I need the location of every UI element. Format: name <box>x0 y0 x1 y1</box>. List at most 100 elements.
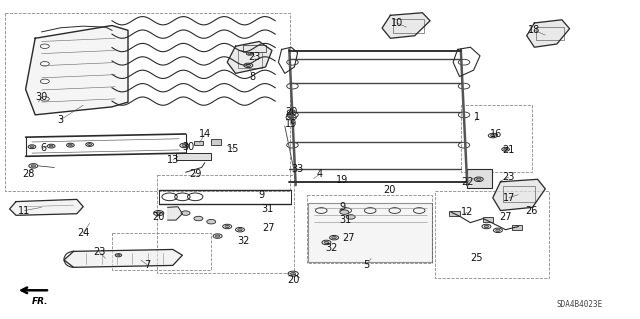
Circle shape <box>490 135 495 137</box>
Text: 20: 20 <box>383 185 396 195</box>
Bar <box>449 211 460 216</box>
Text: 23: 23 <box>93 247 106 257</box>
Text: 9: 9 <box>258 190 264 200</box>
Text: 3: 3 <box>58 115 64 125</box>
Text: 18: 18 <box>528 25 541 35</box>
Circle shape <box>504 148 508 150</box>
Text: 24: 24 <box>77 228 90 238</box>
Circle shape <box>496 229 500 232</box>
Circle shape <box>324 241 329 244</box>
Text: 13: 13 <box>166 155 179 165</box>
Text: 25: 25 <box>470 253 483 263</box>
Circle shape <box>238 228 243 231</box>
Text: 22: 22 <box>461 177 474 187</box>
Bar <box>307 195 432 263</box>
Text: 21: 21 <box>502 145 515 155</box>
Text: 12: 12 <box>461 207 474 217</box>
Circle shape <box>30 146 34 148</box>
Bar <box>194 141 203 145</box>
Bar <box>503 186 535 202</box>
Text: 16: 16 <box>490 129 502 139</box>
Bar <box>536 27 564 40</box>
Bar <box>308 203 432 262</box>
Text: 5: 5 <box>364 260 370 270</box>
Polygon shape <box>168 207 182 220</box>
Circle shape <box>181 211 190 215</box>
Circle shape <box>476 178 481 181</box>
Circle shape <box>289 116 294 119</box>
Bar <box>467 169 492 188</box>
Bar <box>176 153 211 160</box>
Text: 14: 14 <box>198 129 211 139</box>
Circle shape <box>156 212 161 214</box>
Text: 32: 32 <box>237 236 250 246</box>
Text: 20: 20 <box>287 275 300 285</box>
Circle shape <box>225 225 230 228</box>
Text: 27: 27 <box>499 212 512 222</box>
Polygon shape <box>64 249 182 267</box>
Text: 28: 28 <box>22 169 35 179</box>
Bar <box>211 139 221 145</box>
Bar <box>238 50 262 68</box>
Text: 15: 15 <box>227 144 240 154</box>
Bar <box>112 233 211 270</box>
Text: 32: 32 <box>325 243 338 253</box>
Text: 20: 20 <box>285 107 298 117</box>
Circle shape <box>248 53 252 54</box>
Circle shape <box>194 216 203 221</box>
Circle shape <box>31 165 36 167</box>
Text: 8: 8 <box>250 71 256 82</box>
Circle shape <box>340 210 349 214</box>
Bar <box>393 19 424 33</box>
Text: 23: 23 <box>502 172 515 182</box>
Polygon shape <box>382 13 430 38</box>
Circle shape <box>289 111 293 113</box>
Circle shape <box>182 144 187 147</box>
Bar <box>483 217 493 222</box>
Polygon shape <box>227 41 272 73</box>
Text: 26: 26 <box>525 205 538 216</box>
Text: 27: 27 <box>262 223 275 233</box>
Text: 29: 29 <box>189 169 202 179</box>
Text: 6: 6 <box>40 143 47 153</box>
Circle shape <box>291 272 296 275</box>
Polygon shape <box>10 199 83 215</box>
Circle shape <box>246 64 251 67</box>
Text: 10: 10 <box>390 18 403 28</box>
Text: 9: 9 <box>339 202 346 212</box>
Text: 30: 30 <box>35 92 48 102</box>
Text: 27: 27 <box>342 233 355 243</box>
Text: 17: 17 <box>502 193 515 203</box>
Circle shape <box>49 145 53 147</box>
Polygon shape <box>26 26 128 115</box>
Circle shape <box>88 144 92 145</box>
Polygon shape <box>527 20 570 47</box>
Text: 30: 30 <box>182 142 195 152</box>
Circle shape <box>346 215 355 219</box>
Bar <box>243 45 266 52</box>
Text: 4: 4 <box>317 169 323 179</box>
Text: FR.: FR. <box>31 297 48 306</box>
Text: 31: 31 <box>261 204 274 214</box>
Bar <box>512 225 522 230</box>
Bar <box>157 175 294 273</box>
Circle shape <box>484 225 489 228</box>
Bar <box>5 13 290 191</box>
Text: 11: 11 <box>18 205 31 216</box>
Text: SDA4B4023E: SDA4B4023E <box>557 300 603 309</box>
Bar <box>435 191 549 278</box>
Circle shape <box>117 255 120 256</box>
Circle shape <box>68 144 72 146</box>
Bar <box>461 105 532 172</box>
Circle shape <box>207 219 216 224</box>
Text: 31: 31 <box>339 215 352 225</box>
Polygon shape <box>493 179 545 211</box>
Text: 33: 33 <box>291 164 304 174</box>
Text: 20: 20 <box>152 212 165 222</box>
Text: 19: 19 <box>285 119 298 129</box>
Text: 19: 19 <box>336 175 349 185</box>
Text: 7: 7 <box>144 260 150 270</box>
Text: 1: 1 <box>474 112 480 122</box>
Circle shape <box>215 235 220 237</box>
Circle shape <box>332 237 337 239</box>
